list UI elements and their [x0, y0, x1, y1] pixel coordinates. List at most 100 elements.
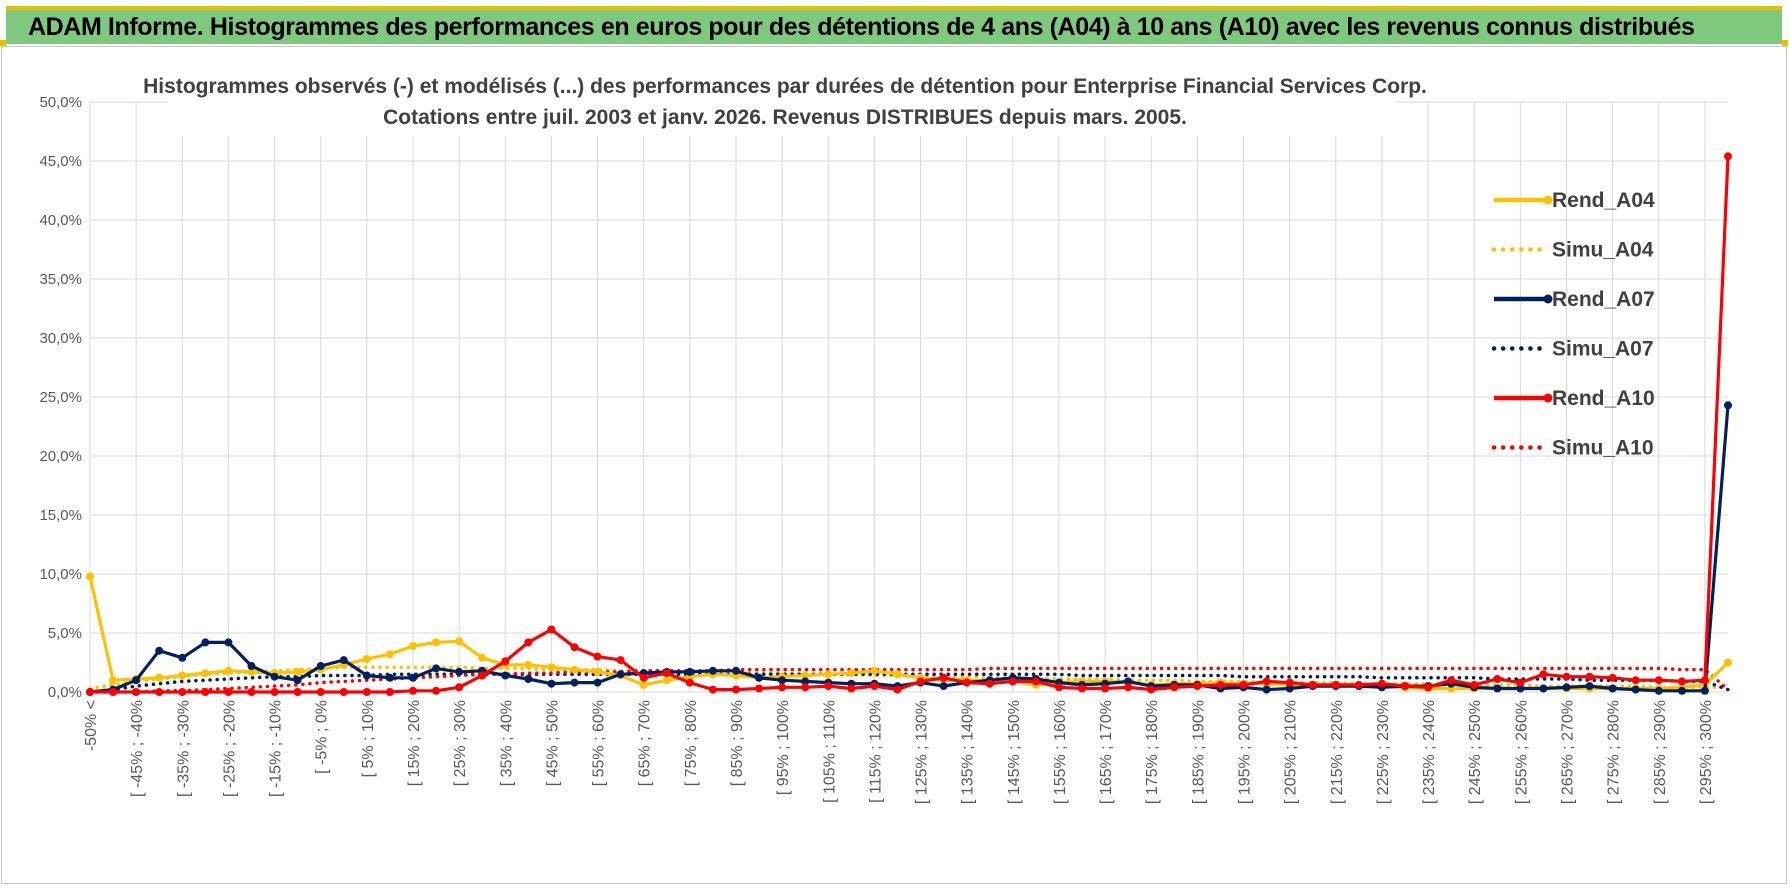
data-point — [1493, 675, 1502, 683]
data-point — [616, 656, 625, 665]
report-banner: ADAM Informe. Histogrammes des performan… — [6, 6, 1782, 44]
data-point — [339, 688, 348, 696]
data-point — [547, 625, 556, 634]
data-point — [178, 671, 187, 680]
data-point — [1124, 683, 1133, 692]
data-point — [1562, 683, 1571, 692]
x-tick-label: [ 295% ; 300% — [1698, 700, 1715, 804]
data-point — [316, 662, 325, 670]
data-point — [1631, 685, 1640, 694]
data-point — [1700, 676, 1709, 685]
series-lines — [86, 152, 1732, 696]
data-point — [755, 673, 763, 682]
data-point — [985, 679, 994, 688]
x-tick-label: [ 275% ; 280% — [1606, 700, 1623, 804]
data-point — [201, 688, 210, 696]
data-point — [1008, 677, 1017, 686]
data-point — [293, 667, 302, 676]
data-point — [1377, 679, 1386, 688]
data-point — [455, 667, 464, 676]
series-line — [88, 576, 1730, 691]
y-tick-label: 35,0% — [39, 271, 82, 288]
data-point — [708, 685, 717, 694]
data-point — [1677, 677, 1686, 686]
data-point — [732, 666, 740, 675]
corner-accent — [0, 40, 6, 46]
series-rend-a04 — [86, 572, 1732, 693]
data-point — [1608, 684, 1617, 693]
legend: Rend_A04 Simu_A04 Rend_A07 Simu_A07 Rend_A10… — [1491, 189, 1655, 460]
data-point — [893, 685, 902, 694]
x-tick-label: [ 205% ; 210% — [1283, 700, 1300, 804]
x-tick-label: [ 255% ; 260% — [1513, 700, 1530, 804]
x-tick-label: [ 75% ; 80% — [683, 700, 700, 786]
data-point — [1078, 684, 1086, 693]
data-point — [1585, 672, 1594, 681]
y-tick-label: 30,0% — [39, 330, 82, 347]
data-point — [547, 663, 556, 672]
data-point — [1608, 673, 1617, 682]
data-point — [155, 688, 164, 696]
x-tick-label: [ 25% ; 30% — [452, 700, 469, 786]
data-point — [593, 652, 602, 661]
x-tick-label: [ 165% ; 170% — [1098, 700, 1115, 804]
y-tick-label: 10,0% — [39, 566, 82, 583]
x-tick-label: [ 215% ; 220% — [1329, 700, 1346, 804]
data-point — [824, 670, 833, 679]
y-tick-label: 25,0% — [39, 389, 82, 406]
x-tick-label: [ -35% ; -30% — [175, 700, 192, 797]
data-point — [1677, 686, 1686, 695]
data-point — [1724, 658, 1732, 667]
x-tick-label: [ 195% ; 200% — [1237, 700, 1254, 804]
data-point — [362, 655, 371, 663]
data-point — [685, 678, 694, 687]
data-point — [916, 677, 925, 686]
legend-marker — [1543, 195, 1553, 205]
x-tick-label: [ 65% ; 70% — [637, 700, 654, 786]
x-tick-label: [ 85% ; 90% — [729, 700, 746, 786]
data-point — [201, 638, 210, 647]
data-point — [1447, 676, 1456, 685]
chart-title-background — [168, 68, 1396, 136]
data-point — [593, 678, 602, 687]
x-tick-label: [ 155% ; 160% — [1052, 700, 1069, 804]
data-point — [155, 673, 164, 682]
data-point — [1654, 676, 1663, 685]
data-point — [939, 682, 948, 691]
legend-marker — [1543, 393, 1553, 403]
data-point — [801, 677, 810, 686]
data-point — [501, 657, 510, 666]
legend-label: Rend_A10 — [1552, 387, 1655, 410]
x-tick-label: [ 185% ; 190% — [1190, 700, 1207, 804]
x-tick-label: [ 235% ; 240% — [1421, 700, 1438, 804]
data-point — [801, 671, 810, 680]
data-point — [270, 688, 279, 696]
data-point — [1654, 686, 1663, 695]
data-point — [524, 638, 533, 647]
data-point — [293, 676, 302, 685]
legend-label: Rend_A04 — [1552, 189, 1655, 212]
data-point — [1331, 680, 1340, 689]
data-point — [1516, 678, 1525, 687]
data-point — [1539, 670, 1548, 679]
data-point — [409, 642, 417, 650]
data-point — [1539, 684, 1548, 693]
data-point — [247, 688, 256, 696]
data-point — [455, 683, 464, 692]
series-rend-a10 — [86, 152, 1732, 696]
data-point — [224, 666, 233, 675]
data-point — [1724, 401, 1732, 410]
grid-lines — [89, 101, 1728, 693]
series-rend-a07 — [86, 401, 1732, 696]
chart-frame — [1, 46, 1787, 884]
data-point — [1285, 684, 1294, 693]
data-point — [847, 684, 856, 693]
y-tick-label: 50,0% — [39, 94, 82, 111]
chart-title-line1: Histogrammes observés (-) et modélisés (… — [143, 75, 1427, 98]
data-point — [362, 688, 371, 696]
data-point — [1262, 677, 1271, 686]
data-point — [524, 660, 533, 669]
data-point — [1354, 680, 1363, 689]
data-point — [662, 676, 671, 685]
